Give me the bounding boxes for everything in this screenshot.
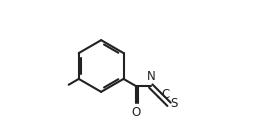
Text: O: O [131, 106, 140, 119]
Text: C: C [162, 88, 170, 101]
Text: N: N [146, 70, 155, 83]
Text: S: S [171, 97, 178, 110]
